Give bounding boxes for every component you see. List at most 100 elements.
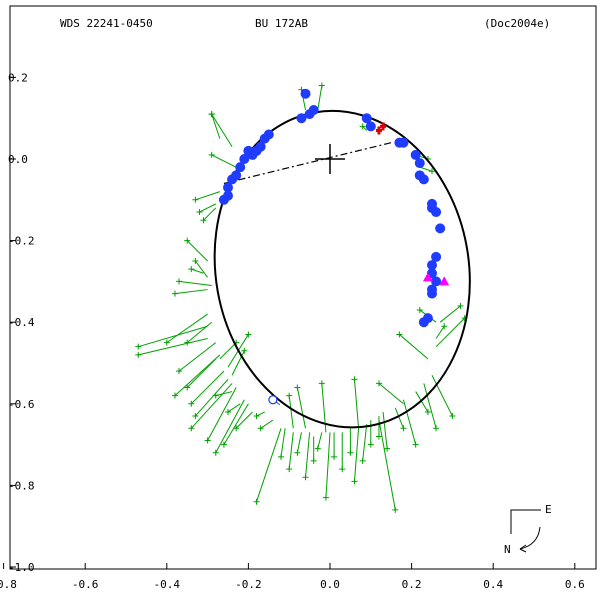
- residual-line: [260, 419, 274, 429]
- x-tick-label: 0.2: [402, 578, 422, 591]
- green-plus-marker: [184, 339, 191, 346]
- residual-line: [296, 387, 307, 429]
- residual-line: [178, 280, 212, 286]
- residual-line: [199, 203, 216, 213]
- blue-filled-point: [427, 260, 437, 271]
- green-plus-marker: [208, 111, 215, 118]
- orbit-layer: [213, 109, 471, 429]
- residual-line: [235, 411, 253, 429]
- x-tick-label: 0.6: [565, 578, 585, 591]
- blue-filled-point: [410, 149, 421, 160]
- green-plus-marker: [359, 123, 366, 130]
- residual-line: [353, 379, 360, 429]
- residual-line: [227, 403, 241, 413]
- green-plus-marker: [375, 433, 382, 440]
- x-tick-label: -0.6: [72, 578, 99, 591]
- green-plus-marker: [171, 392, 178, 399]
- residual-line: [382, 411, 388, 449]
- green-plus-marker: [424, 408, 431, 415]
- residual-line: [321, 383, 327, 433]
- compass-arrowhead: [519, 544, 527, 553]
- blue-open-point: [268, 395, 278, 405]
- residual-line: [305, 432, 311, 478]
- blue-filled-point: [365, 121, 376, 132]
- plot-frame: [9, 5, 597, 570]
- residual-line: [166, 313, 208, 344]
- blue-filled-point: [227, 174, 238, 185]
- green-plus-marker: [188, 425, 195, 432]
- residual-line: [431, 375, 453, 417]
- green-plus-marker: [253, 413, 260, 420]
- green-plus-marker: [318, 380, 325, 387]
- green-plus-marker: [192, 413, 199, 420]
- green-plus-marker: [314, 445, 321, 452]
- residual-line: [207, 387, 237, 441]
- residual-line: [219, 342, 237, 360]
- x-tick-label: -0.8: [0, 578, 17, 591]
- residual-line: [186, 358, 217, 388]
- green-plus-marker: [367, 441, 374, 448]
- green-plus-marker: [192, 258, 199, 264]
- residual-line: [190, 370, 225, 405]
- blue-filled-point: [431, 251, 442, 262]
- green-plus-marker: [286, 392, 293, 399]
- residual-line: [378, 383, 404, 405]
- residual-line: [288, 432, 294, 470]
- residual-line: [178, 342, 217, 372]
- y-tick-label: -0.4: [8, 316, 35, 329]
- x-tick-label: -0.2: [235, 578, 262, 591]
- y-tick-label: -1.0: [8, 561, 35, 574]
- blue-filled-point: [435, 223, 446, 234]
- residual-line: [256, 411, 265, 417]
- blue-filled-point: [431, 207, 442, 218]
- green-plus-marker: [171, 290, 178, 297]
- blue-filled-point: [235, 162, 246, 173]
- x-tick-label: 0.0: [320, 578, 340, 591]
- y-tick-label: -0.2: [8, 235, 35, 248]
- residual-line: [211, 113, 233, 148]
- green-plus-marker: [188, 266, 195, 273]
- green-plus-marker: [412, 441, 419, 448]
- residual-line: [394, 407, 404, 429]
- x-tick-label: -0.4: [154, 578, 181, 591]
- green-plus-marker: [302, 474, 309, 481]
- residual-line: [215, 391, 233, 397]
- green-plus-marker: [396, 331, 403, 338]
- green-plus-marker: [233, 425, 240, 432]
- green-plus-marker: [400, 425, 407, 432]
- residual-line: [211, 154, 237, 168]
- green-plus-marker: [449, 413, 456, 420]
- green-plus-marker: [188, 400, 195, 407]
- red-cross-point: [380, 122, 387, 131]
- green-plus-marker: [433, 425, 440, 432]
- residual-line: [256, 428, 282, 502]
- green-plus-marker: [351, 478, 358, 485]
- compass-east-arm: [510, 509, 541, 534]
- green-plus-marker: [310, 457, 317, 464]
- green-plus-marker: [225, 408, 231, 415]
- residual-line: [317, 432, 323, 449]
- green-plus-marker: [176, 368, 183, 375]
- green-plus-marker: [339, 466, 346, 473]
- green-plus-marker: [331, 453, 338, 460]
- green-plus-marker: [347, 449, 354, 456]
- primary-star-cross: [315, 144, 345, 174]
- magenta-triangle-point: [422, 272, 433, 282]
- residual-line: [288, 395, 294, 429]
- residual-line: [419, 166, 433, 172]
- residual-line: [194, 260, 209, 278]
- green-plus-marker: [294, 384, 301, 391]
- green-plus-marker: [359, 457, 366, 464]
- compass: E N: [504, 503, 552, 556]
- compass-north-arrow: [519, 526, 541, 550]
- y-tick-label: -0.8: [8, 479, 35, 492]
- green-plus-marker: [245, 331, 252, 338]
- residual-line: [174, 289, 208, 295]
- y-tick-label: 0.2: [8, 71, 28, 84]
- y-tick-label: -0.6: [8, 398, 35, 411]
- green-plus-marker: [163, 339, 170, 346]
- residual-line: [378, 420, 396, 510]
- x-axis: -0.8 -0.6 -0.4 -0.2 0.0 0.2 0.4 0.6: [0, 563, 585, 591]
- green-plus-marker: [196, 209, 203, 216]
